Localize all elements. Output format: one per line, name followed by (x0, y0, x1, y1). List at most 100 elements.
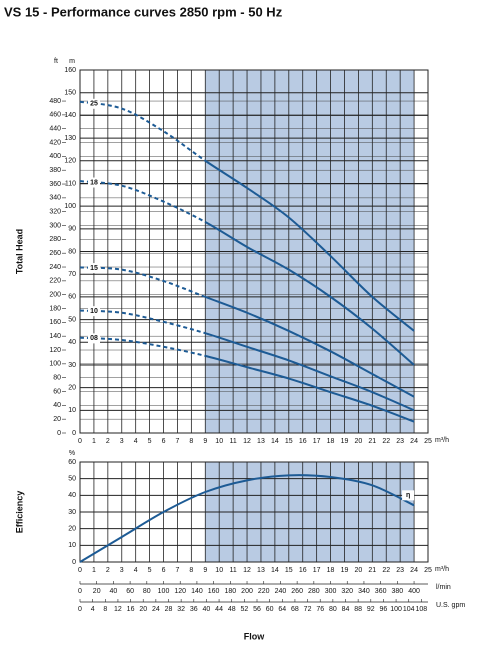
x-tick-label: 7 (175, 438, 179, 445)
y2-tick-label: 320 (49, 209, 61, 216)
x-tick-label: 10 (215, 567, 223, 574)
series-label-bg (88, 263, 100, 274)
series-line (79, 336, 206, 357)
x-tick-label: 13 (257, 567, 265, 574)
x-tick-label: 3 (120, 438, 124, 445)
x-tick-label: 14 (271, 567, 279, 574)
series-label-bg (88, 177, 100, 188)
flow-tick-label: 72 (304, 606, 312, 613)
y-tick-label: 110 (65, 180, 76, 187)
y2-tick-label: 420 (49, 139, 61, 146)
x-tick-label: 13 (257, 438, 265, 445)
y-tick-label: 150 (64, 90, 76, 97)
flow-tick-label: 76 (316, 606, 324, 613)
flow-tick-label: 40 (203, 606, 211, 613)
series-label-bg (402, 490, 415, 501)
x-tick-label: 6 (162, 567, 166, 574)
flow-tick-label: 84 (342, 606, 350, 613)
series-label-bg (88, 98, 100, 109)
flow-tick-label: 100 (158, 588, 170, 595)
plot-frame (79, 461, 429, 563)
flow-tick-label: 400 (408, 588, 420, 595)
y-tick-label: 100 (64, 203, 76, 210)
flow-tick-label: 360 (375, 588, 387, 595)
series-label: 08 (90, 335, 98, 342)
y-unit: m (69, 58, 75, 65)
x-tick-label: 10 (215, 438, 223, 445)
x-tick-label: 23 (396, 567, 404, 574)
y-tick-label: 40 (68, 492, 76, 499)
y2-tick-label: 160 (49, 319, 61, 326)
x-tick-label: 15 (285, 438, 293, 445)
x-tick-label: 22 (382, 567, 390, 574)
x-tick-label: 11 (229, 438, 236, 445)
y-tick-label: 0 (72, 559, 76, 566)
flow-tick-label: 0 (78, 606, 82, 613)
x-unit: m³/h (435, 437, 449, 444)
y-tick-label: 60 (68, 294, 76, 301)
series-line (204, 332, 415, 412)
series-label: η (406, 492, 410, 499)
x-tick-label: 17 (313, 567, 321, 574)
y-tick-label: 10 (68, 542, 76, 549)
x-unit: m³/h (435, 566, 449, 573)
series-label: 25 (90, 101, 98, 108)
y2-tick-label: 60 (53, 388, 61, 395)
series-line (204, 295, 415, 398)
flow-tick-label: 88 (354, 606, 362, 613)
x-tick-label: 12 (243, 567, 251, 574)
series-line (79, 474, 415, 563)
series-label: 15 (90, 265, 98, 272)
flow-tick-label: 4 (91, 606, 95, 613)
y-tick-label: 40 (68, 339, 76, 346)
y-tick-label: 20 (68, 384, 76, 391)
flow-tick-label: 340 (358, 588, 370, 595)
flow-tick-label: 12 (114, 606, 122, 613)
y2-tick-label: 200 (49, 292, 61, 299)
flow-tick-label: 24 (152, 606, 160, 613)
series-label: 18 (90, 179, 98, 186)
y2-tick-label: 0 (57, 430, 61, 437)
y-unit: % (69, 450, 75, 457)
flow-tick-label: 120 (174, 588, 186, 595)
flow-tick-label: 92 (367, 606, 375, 613)
x-tick-label: 2 (106, 438, 110, 445)
flow-tick-label: 64 (278, 606, 286, 613)
series-label: 10 (90, 308, 98, 315)
x-tick-label: 2 (106, 567, 110, 574)
y-tick-label: 160 (64, 67, 76, 74)
x-tick-label: 22 (382, 438, 390, 445)
flow-tick-label: 280 (308, 588, 320, 595)
flow-tick-label: 160 (208, 588, 220, 595)
flow-unit: l/min (436, 584, 451, 591)
flow-tick-label: 60 (266, 606, 274, 613)
x-tick-label: 14 (271, 438, 279, 445)
y2-tick-label: 360 (49, 181, 61, 188)
y2-tick-label: 80 (53, 375, 61, 382)
x-tick-label: 20 (355, 567, 363, 574)
flow-tick-label: 220 (258, 588, 270, 595)
series-line (79, 309, 206, 335)
flow-tick-label: 32 (177, 606, 185, 613)
flow-unit: U.S. gpm (436, 602, 465, 609)
y2-tick-label: 100 (49, 361, 61, 368)
x-tick-label: 21 (368, 438, 376, 445)
y2-tick-label: 400 (49, 153, 61, 160)
x-tick-label: 23 (396, 438, 404, 445)
flow-tick-label: 60 (126, 588, 134, 595)
x-tick-label: 18 (327, 567, 335, 574)
x-tick-label: 0 (78, 438, 82, 445)
x-axis-title: Flow (244, 631, 265, 641)
flow-tick-label: 16 (127, 606, 135, 613)
flow-tick-label: 96 (380, 606, 388, 613)
y-tick-label: 80 (68, 248, 76, 255)
x-tick-label: 5 (148, 438, 152, 445)
y-tick-label: 50 (68, 476, 76, 483)
x-tick-label: 19 (341, 438, 349, 445)
series-line (79, 100, 206, 162)
y2-tick-label: 40 (53, 402, 61, 409)
x-tick-label: 7 (175, 567, 179, 574)
y2-tick-label: 220 (49, 278, 61, 285)
flow-tick-label: 48 (228, 606, 236, 613)
